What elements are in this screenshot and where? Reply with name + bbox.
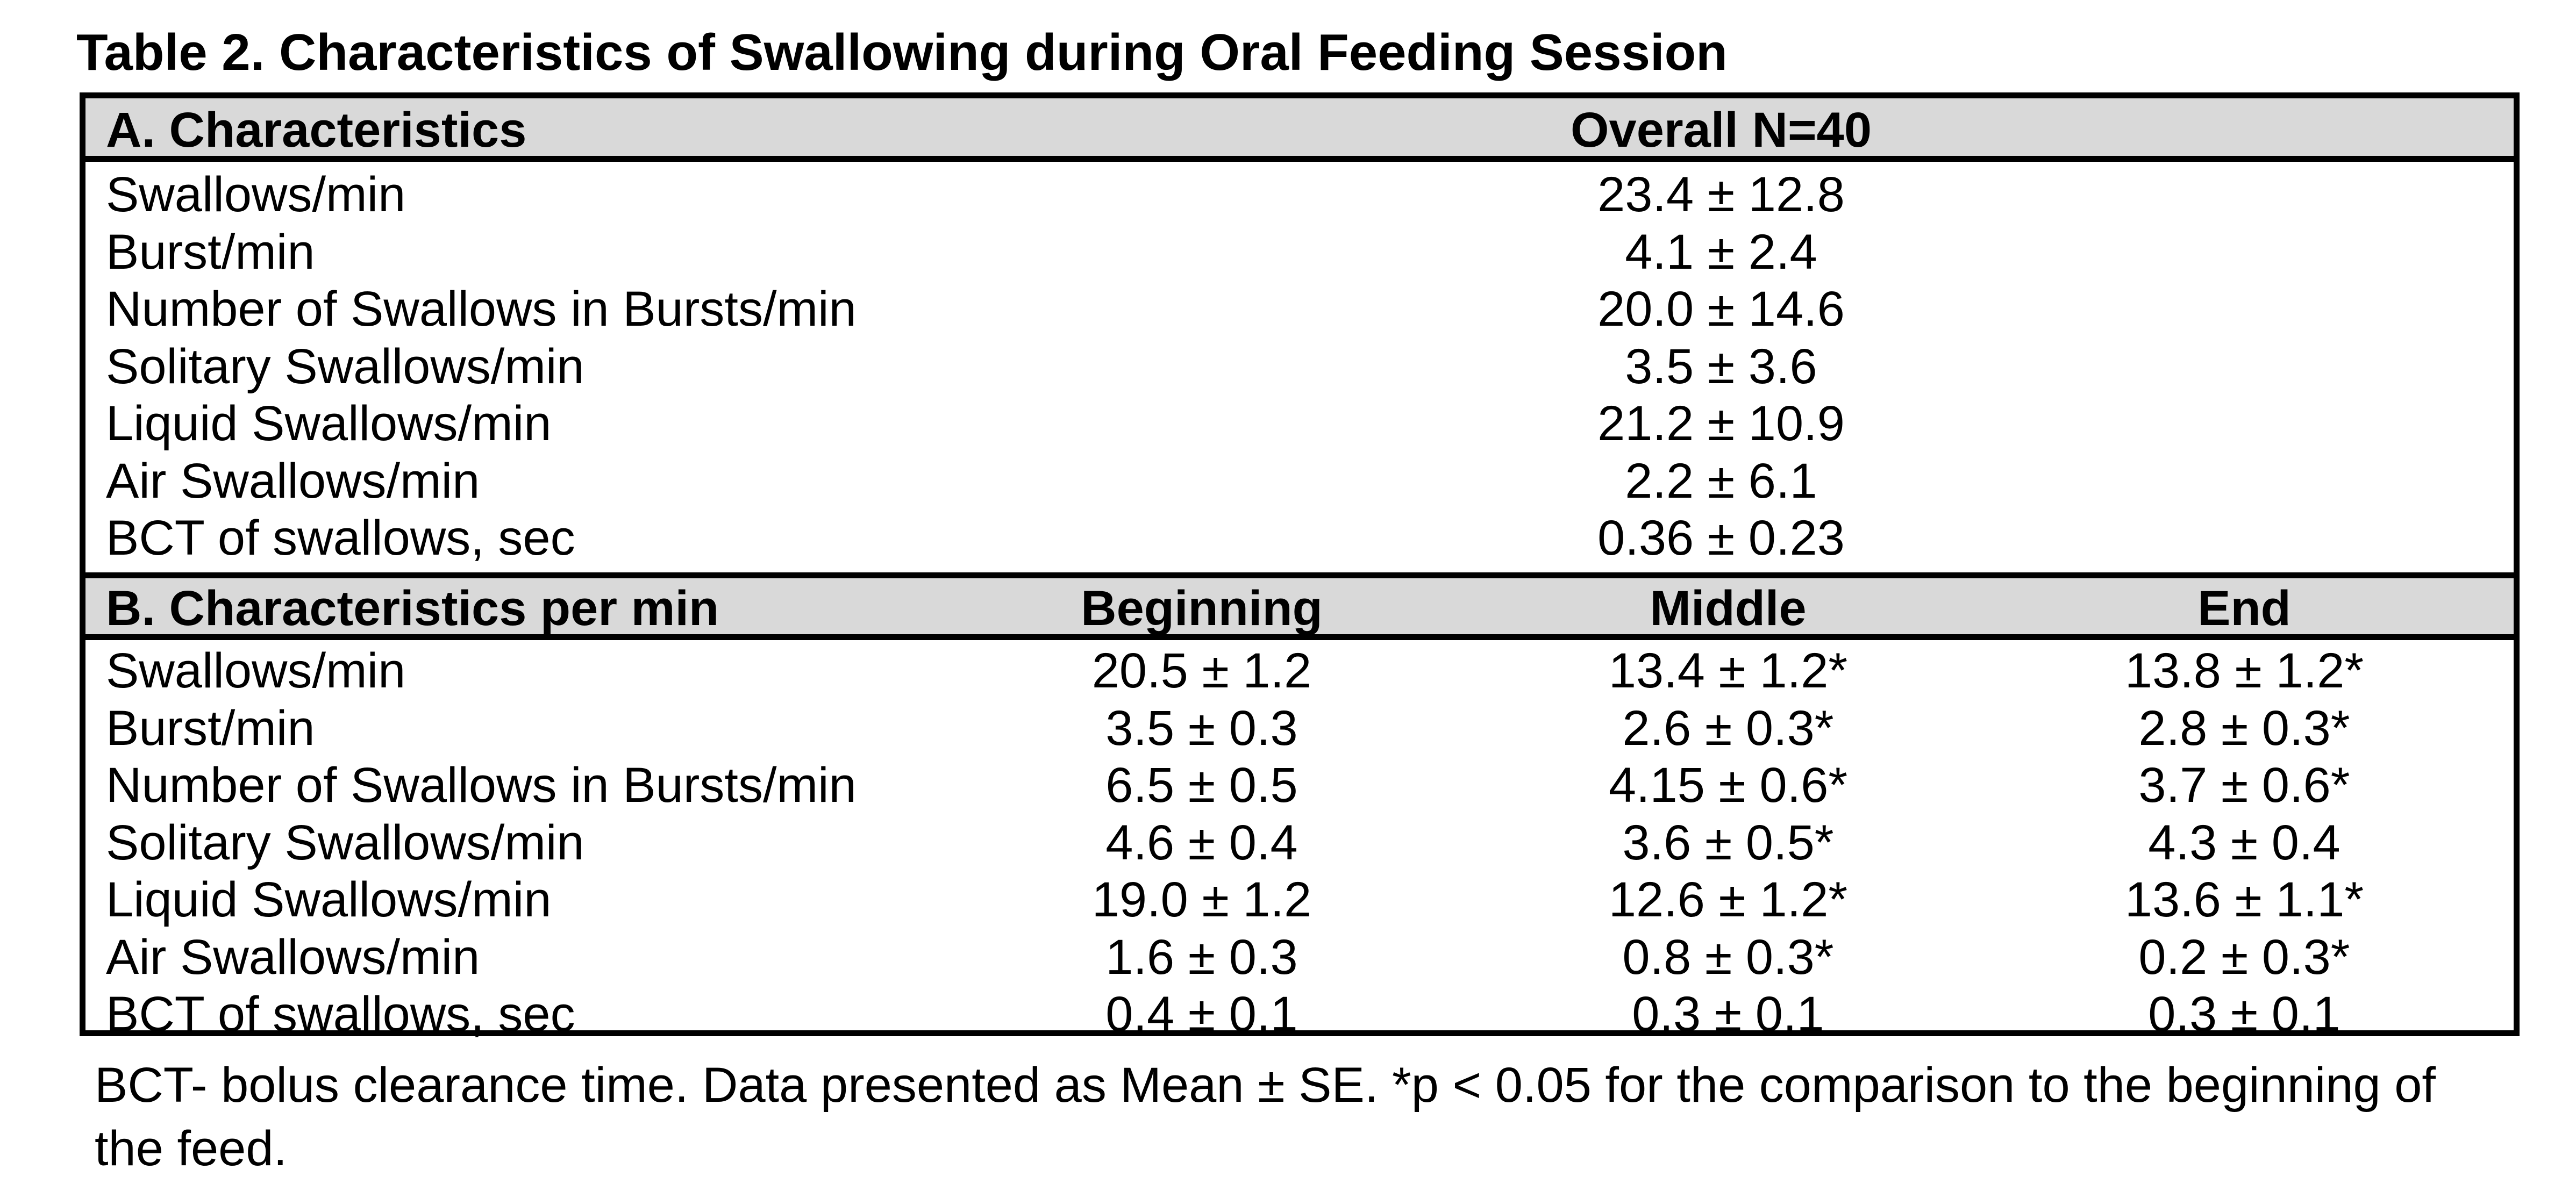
section-b-header: B. Characteristics per min	[106, 581, 719, 636]
middle-column-header: Middle	[1650, 581, 1807, 636]
section-a-overall-value: 4.1 ± 2.4	[1625, 224, 1817, 279]
section-b-middle-value: 0.8 ± 0.3*	[1622, 929, 1834, 985]
table-footnote: BCT- bolus clearance time. Data presente…	[95, 1058, 2436, 1176]
section-b-end-value: 13.6 ± 1.1*	[2124, 872, 2364, 927]
section-b-beginning-value: 20.5 ± 1.2	[1091, 643, 1312, 698]
section-b-middle-value: 0.3 ± 0.1	[1632, 987, 1824, 1042]
section-a-row-label: BCT of swallows, sec	[106, 511, 575, 565]
section-a-row-label: Solitary Swallows/min	[106, 339, 584, 394]
overall-column-header: Overall N=40	[1570, 103, 1872, 157]
section-b-beginning-value: 3.5 ± 0.3	[1105, 700, 1298, 756]
section-b-middle-value: 13.4 ± 1.2*	[1608, 643, 1848, 698]
section-a-row-label: Burst/min	[106, 224, 315, 279]
section-a-row-label: Air Swallows/min	[106, 453, 480, 508]
section-b-middle-value: 12.6 ± 1.2*	[1608, 872, 1848, 927]
table-title: Table 2. Characteristics of Swallowing d…	[76, 24, 1728, 81]
section-b-row-label: Liquid Swallows/min	[106, 872, 552, 927]
section-b-end-value: 0.2 ± 0.3*	[2138, 929, 2350, 985]
section-a-row-label: Number of Swallows in Bursts/min	[106, 282, 857, 336]
section-a-overall-value: 0.36 ± 0.23	[1597, 511, 1845, 565]
section-b-beginning-value: 4.6 ± 0.4	[1105, 815, 1298, 870]
section-b-header-row	[85, 572, 2514, 640]
section-b-end-value: 13.8 ± 1.2*	[2124, 643, 2364, 698]
section-b-beginning-value: 1.6 ± 0.3	[1105, 929, 1298, 985]
section-b-middle-value: 2.6 ± 0.3*	[1622, 700, 1834, 756]
section-b-middle-value: 4.15 ± 0.6*	[1608, 758, 1848, 813]
section-a-overall-value: 20.0 ± 14.6	[1597, 282, 1845, 336]
section-a-header-row	[85, 98, 2514, 162]
section-b-beginning-value: 19.0 ± 1.2	[1091, 872, 1312, 927]
beginning-column-header: Beginning	[1081, 581, 1323, 636]
section-b-row-label: Burst/min	[106, 700, 315, 756]
section-b-end-value: 0.3 ± 0.1	[2148, 987, 2340, 1042]
section-b-row-label: Swallows/min	[106, 643, 406, 698]
section-a-overall-value: 2.2 ± 6.1	[1625, 453, 1817, 508]
section-b-row-label: Number of Swallows in Bursts/min	[106, 758, 857, 813]
section-b-end-value: 4.3 ± 0.4	[2148, 815, 2340, 870]
section-b-beginning-value: 6.5 ± 0.5	[1105, 758, 1298, 813]
section-a-overall-value: 3.5 ± 3.6	[1625, 339, 1817, 394]
section-b-end-value: 3.7 ± 0.6*	[2138, 758, 2350, 813]
section-b-row-label: BCT of swallows, sec	[106, 987, 575, 1042]
section-a-row-label: Swallows/min	[106, 167, 406, 222]
section-a-overall-value: 21.2 ± 10.9	[1597, 396, 1845, 451]
section-b-beginning-value: 0.4 ± 0.1	[1105, 987, 1298, 1042]
section-a-overall-value: 23.4 ± 12.8	[1597, 167, 1845, 222]
section-a-header: A. Characteristics	[106, 103, 527, 157]
end-column-header: End	[2197, 581, 2291, 636]
section-b-row-label: Solitary Swallows/min	[106, 815, 584, 870]
section-b-end-value: 2.8 ± 0.3*	[2138, 700, 2350, 756]
section-b-row-label: Air Swallows/min	[106, 929, 480, 985]
section-a-row-label: Liquid Swallows/min	[106, 396, 552, 451]
data-table: A. Characteristics Overall N=40 B. Chara…	[80, 92, 2520, 1042]
section-b-middle-value: 3.6 ± 0.5*	[1622, 815, 1834, 870]
